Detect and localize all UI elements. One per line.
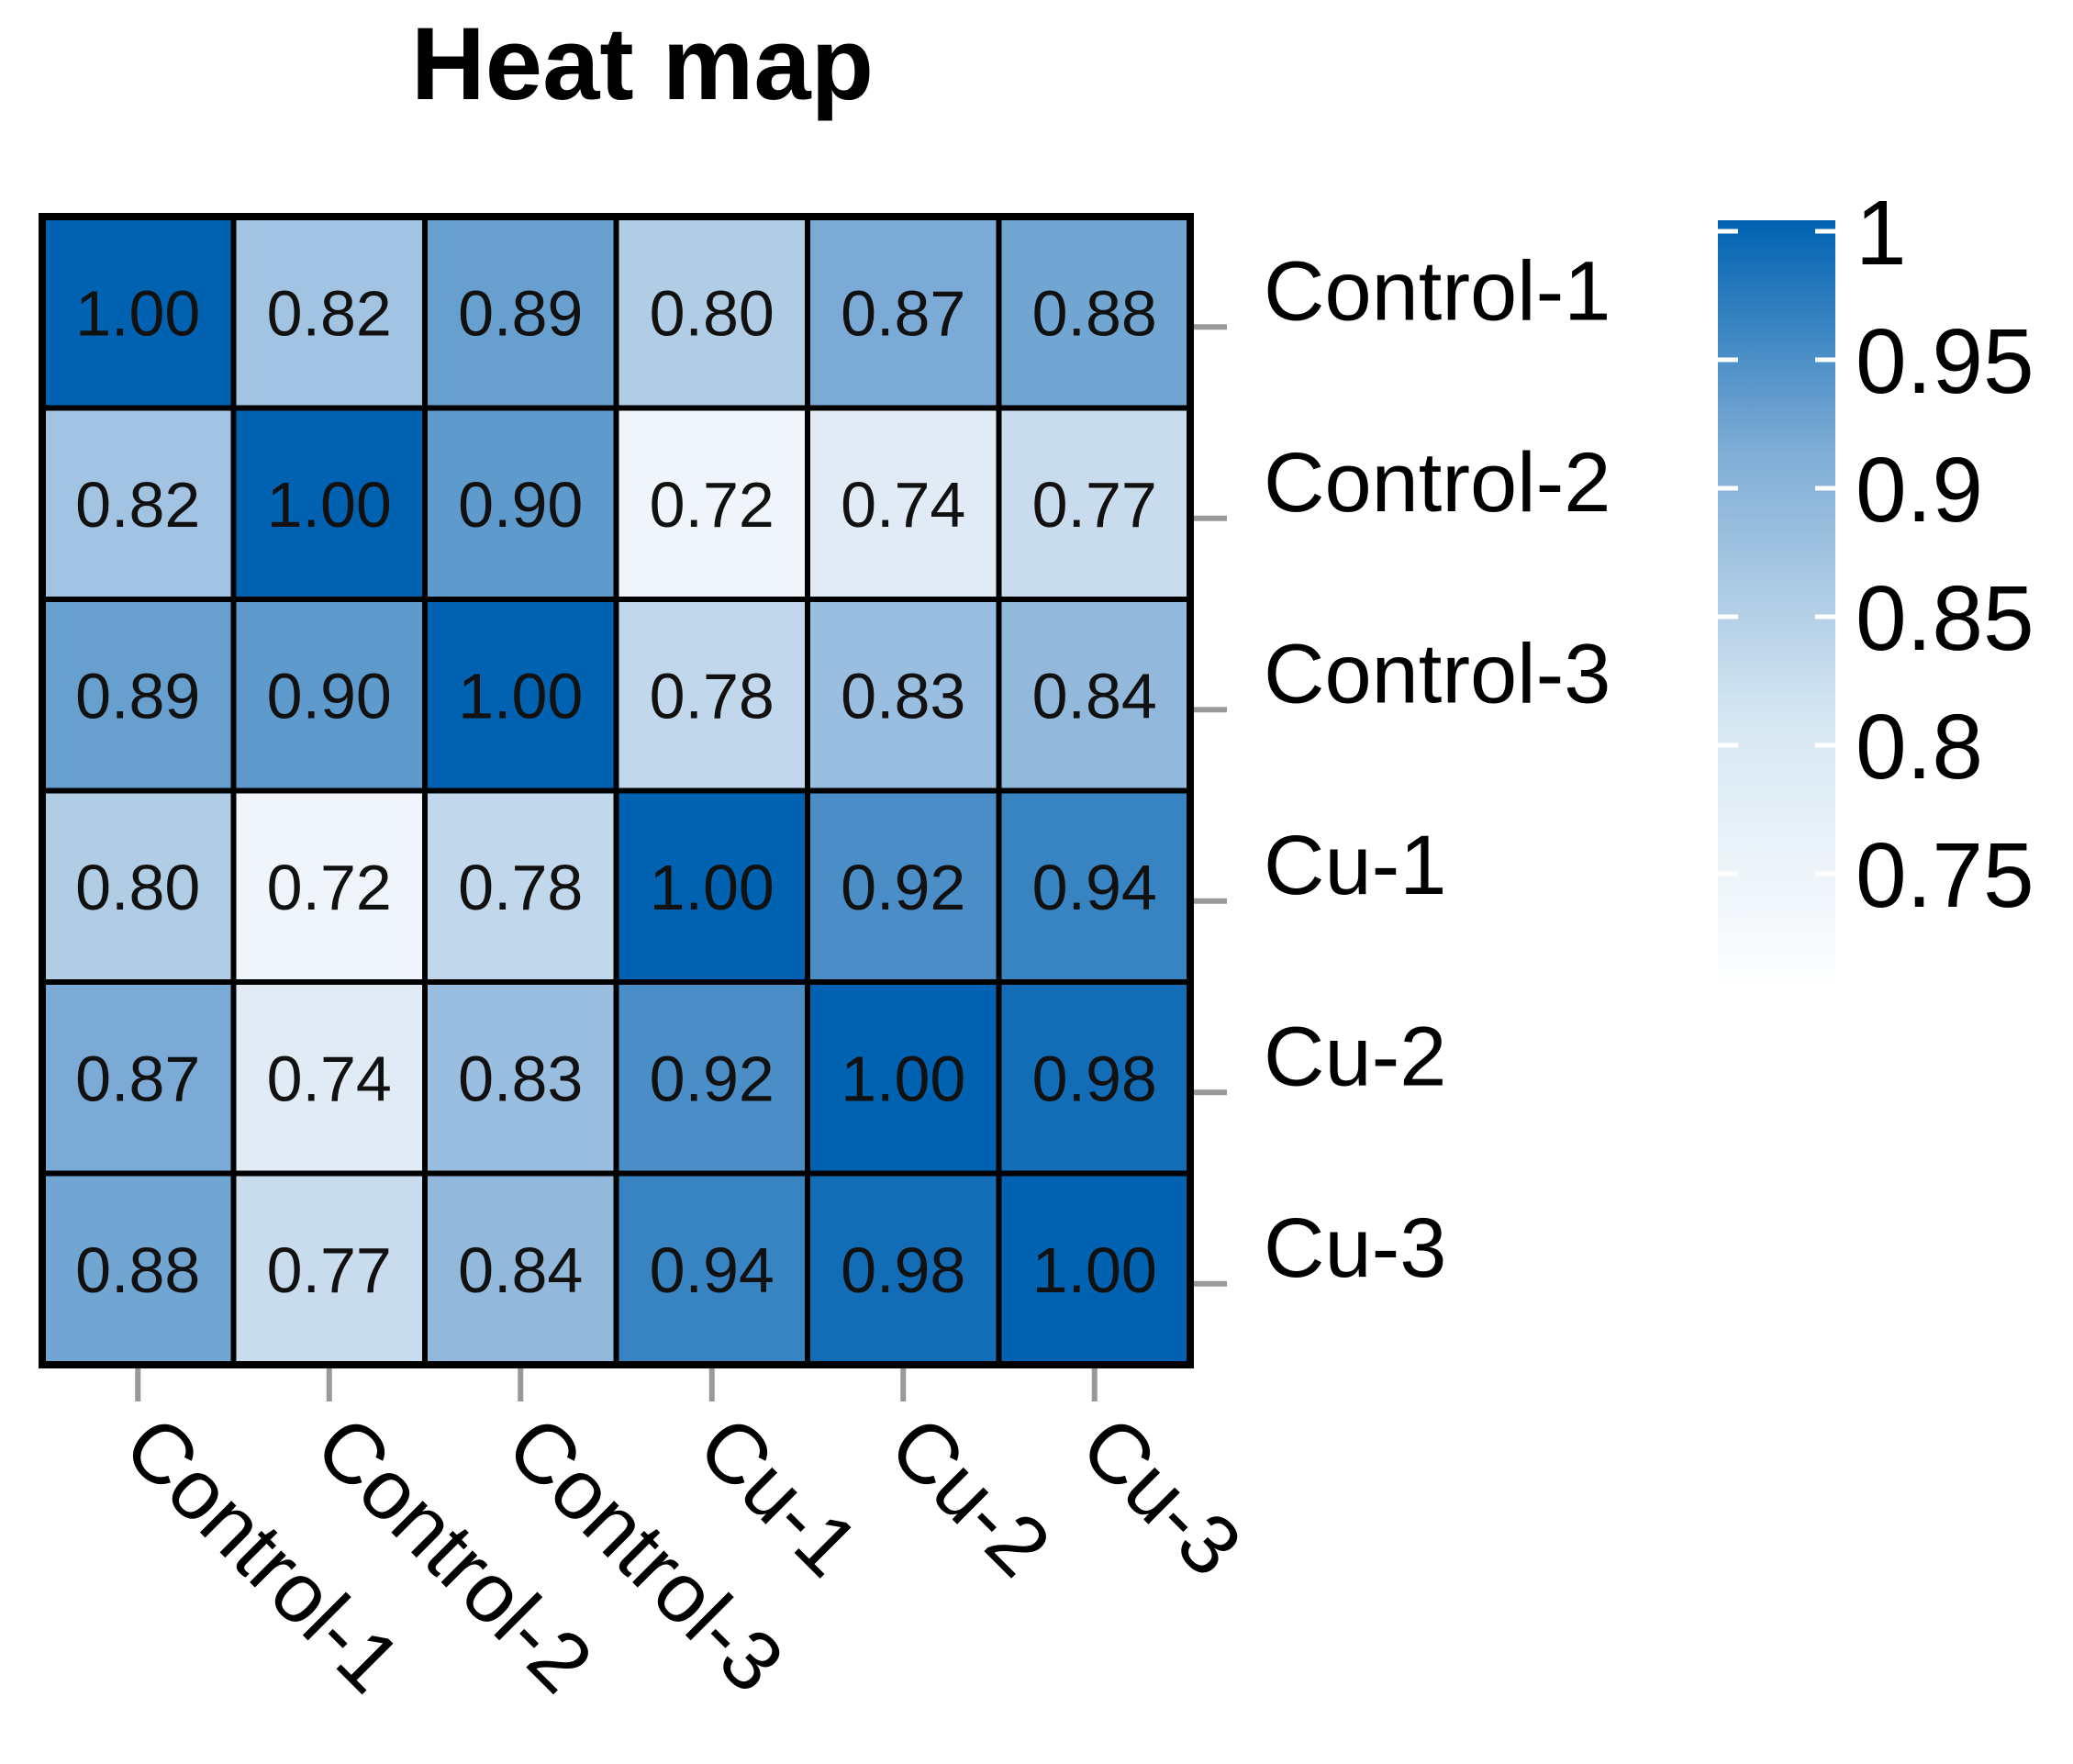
cell-value-label-3-1: 0.72 — [267, 852, 392, 923]
heatmap-cell-2-1 — [230, 597, 428, 794]
heatmap-cell-0-1 — [230, 214, 428, 411]
heatmap-cell-1-5 — [996, 405, 1193, 602]
row-label-0: Control-1 — [1264, 244, 1610, 338]
heatmap-cell-1-3 — [613, 405, 810, 602]
heatmap-cell-2-3 — [613, 597, 810, 794]
colorbar-label-4: 0.8 — [1856, 696, 1983, 798]
cell-value-label-2-3: 0.78 — [650, 660, 775, 731]
cell-value-label-3-4: 0.92 — [841, 852, 965, 923]
colorbar-label-0: 1 — [1856, 182, 1907, 285]
cell-value-label-5-4: 0.98 — [841, 1234, 965, 1306]
heatmap-cell-4-2 — [422, 979, 619, 1177]
cell-value-label-3-0: 0.80 — [75, 852, 200, 923]
heatmap-cell-3-1 — [230, 787, 428, 985]
cell-value-label-3-3: 1.00 — [650, 852, 775, 923]
colorbar-label-1: 0.95 — [1856, 310, 2034, 413]
heatmap-cell-5-0 — [39, 1170, 237, 1368]
colorbar-gradient — [1718, 220, 1835, 991]
row-labels: Control-1 Control-2 Control-3 Cu-1 Cu-2 Cu-3 — [1194, 244, 1610, 1295]
cell-value-label-5-5: 1.00 — [1032, 1234, 1157, 1306]
cell-value-label-2-5: 0.84 — [1032, 660, 1157, 731]
cell-value-label-2-0: 0.89 — [75, 660, 200, 731]
heatmap-cells: 1.00 0.82 0.89 0.80 0.87 0.88 0.82 1.00 0.90 0.72… — [39, 213, 1194, 1368]
cell-value-label-2-4: 0.83 — [841, 660, 965, 731]
heatmap-cell-2-5 — [996, 597, 1193, 794]
cell-value-label-1-2: 0.90 — [458, 469, 583, 541]
row-label-3: Cu-1 — [1264, 819, 1446, 912]
cell-value-label-2-2: 1.00 — [458, 660, 583, 731]
heatmap-cell-3-2 — [422, 787, 619, 985]
cell-value-label-1-1: 1.00 — [267, 469, 392, 541]
cell-value-label-5-1: 0.77 — [267, 1234, 392, 1306]
row-label-5: Cu-3 — [1264, 1201, 1446, 1295]
col-label-5: Cu-3 — [1064, 1399, 1259, 1594]
cell-value-label-1-3: 0.72 — [650, 469, 775, 541]
chart-title: Heat map — [411, 6, 874, 121]
row-label-1: Control-2 — [1264, 436, 1610, 530]
cell-value-label-5-3: 0.94 — [650, 1234, 775, 1306]
cell-value-label-0-1: 0.82 — [267, 277, 392, 349]
cell-value-label-4-4: 1.00 — [841, 1043, 965, 1114]
cell-value-label-4-2: 0.83 — [458, 1043, 583, 1114]
heatmap-cell-1-1 — [230, 405, 428, 602]
cell-value-label-0-3: 0.80 — [650, 277, 775, 349]
heatmap-cell-3-0 — [39, 787, 237, 985]
heatmap-cell-3-4 — [805, 787, 1002, 985]
cell-value-label-0-4: 0.87 — [841, 277, 965, 349]
cell-value-label-1-5: 0.77 — [1032, 469, 1157, 541]
colorbar-label-2: 0.9 — [1856, 439, 1983, 541]
cell-value-label-1-4: 0.74 — [841, 469, 965, 541]
cell-value-label-3-5: 0.94 — [1032, 852, 1157, 923]
heatmap-cell-0-5 — [996, 214, 1193, 411]
colorbar-label-3: 0.85 — [1856, 567, 2034, 670]
cell-value-label-4-1: 0.74 — [267, 1043, 392, 1114]
col-label-4: Cu-2 — [872, 1399, 1067, 1594]
cell-value-label-1-0: 0.82 — [75, 469, 200, 541]
heatmap-cell-3-3 — [613, 787, 810, 985]
cell-value-label-5-2: 0.84 — [458, 1234, 583, 1306]
cell-value-label-5-0: 0.88 — [75, 1234, 200, 1306]
row-label-4: Cu-2 — [1264, 1010, 1446, 1103]
cell-value-label-3-2: 0.78 — [458, 852, 583, 923]
cell-value-label-0-5: 0.88 — [1032, 277, 1157, 349]
heatmap-cell-2-4 — [805, 597, 1002, 794]
cell-value-label-4-5: 0.98 — [1032, 1043, 1157, 1114]
cell-value-label-0-0: 1.00 — [75, 277, 200, 349]
heatmap-cell-4-3 — [613, 979, 810, 1177]
cell-value-label-4-0: 0.87 — [75, 1043, 200, 1114]
colorbar: 1 0.95 0.9 0.85 0.8 0.75 — [1718, 182, 2034, 991]
heatmap-cell-5-5 — [996, 1170, 1193, 1368]
heatmap-cell-4-4 — [805, 979, 1002, 1177]
row-label-2: Control-3 — [1264, 627, 1610, 720]
colorbar-label-5: 0.75 — [1856, 824, 2034, 927]
cell-value-label-4-3: 0.92 — [650, 1043, 775, 1114]
cell-value-label-0-2: 0.89 — [458, 277, 583, 349]
heatmap-border — [39, 213, 1194, 1368]
cell-value-label-2-1: 0.90 — [267, 660, 392, 731]
